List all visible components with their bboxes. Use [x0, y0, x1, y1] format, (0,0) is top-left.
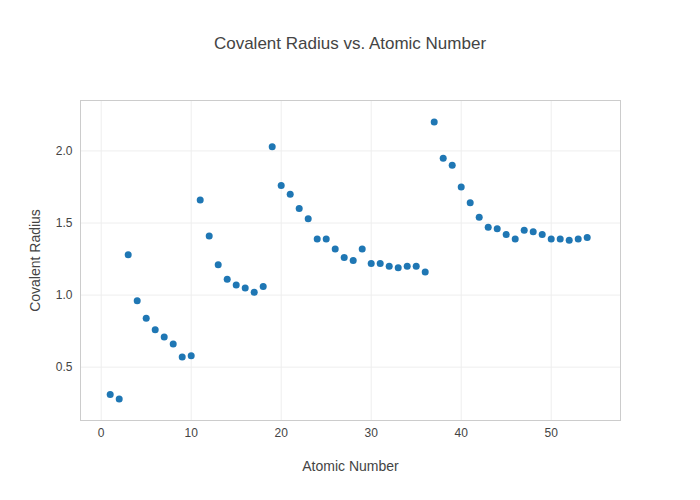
svg-text:20: 20 — [275, 426, 289, 440]
svg-text:0.5: 0.5 — [56, 360, 73, 374]
svg-text:50: 50 — [545, 426, 559, 440]
svg-text:0: 0 — [98, 426, 105, 440]
svg-text:Atomic Number: Atomic Number — [302, 458, 399, 474]
svg-text:30: 30 — [365, 426, 379, 440]
svg-text:10: 10 — [185, 426, 199, 440]
svg-text:40: 40 — [455, 426, 469, 440]
svg-text:Covalent Radius: Covalent Radius — [27, 209, 43, 312]
svg-text:1.5: 1.5 — [56, 216, 73, 230]
svg-text:2.0: 2.0 — [56, 144, 73, 158]
html-text:Covalent Radius vs. Atomic Num: Covalent Radius vs. Atomic Number — [213, 34, 486, 53]
svg-text:1.0: 1.0 — [56, 288, 73, 302]
